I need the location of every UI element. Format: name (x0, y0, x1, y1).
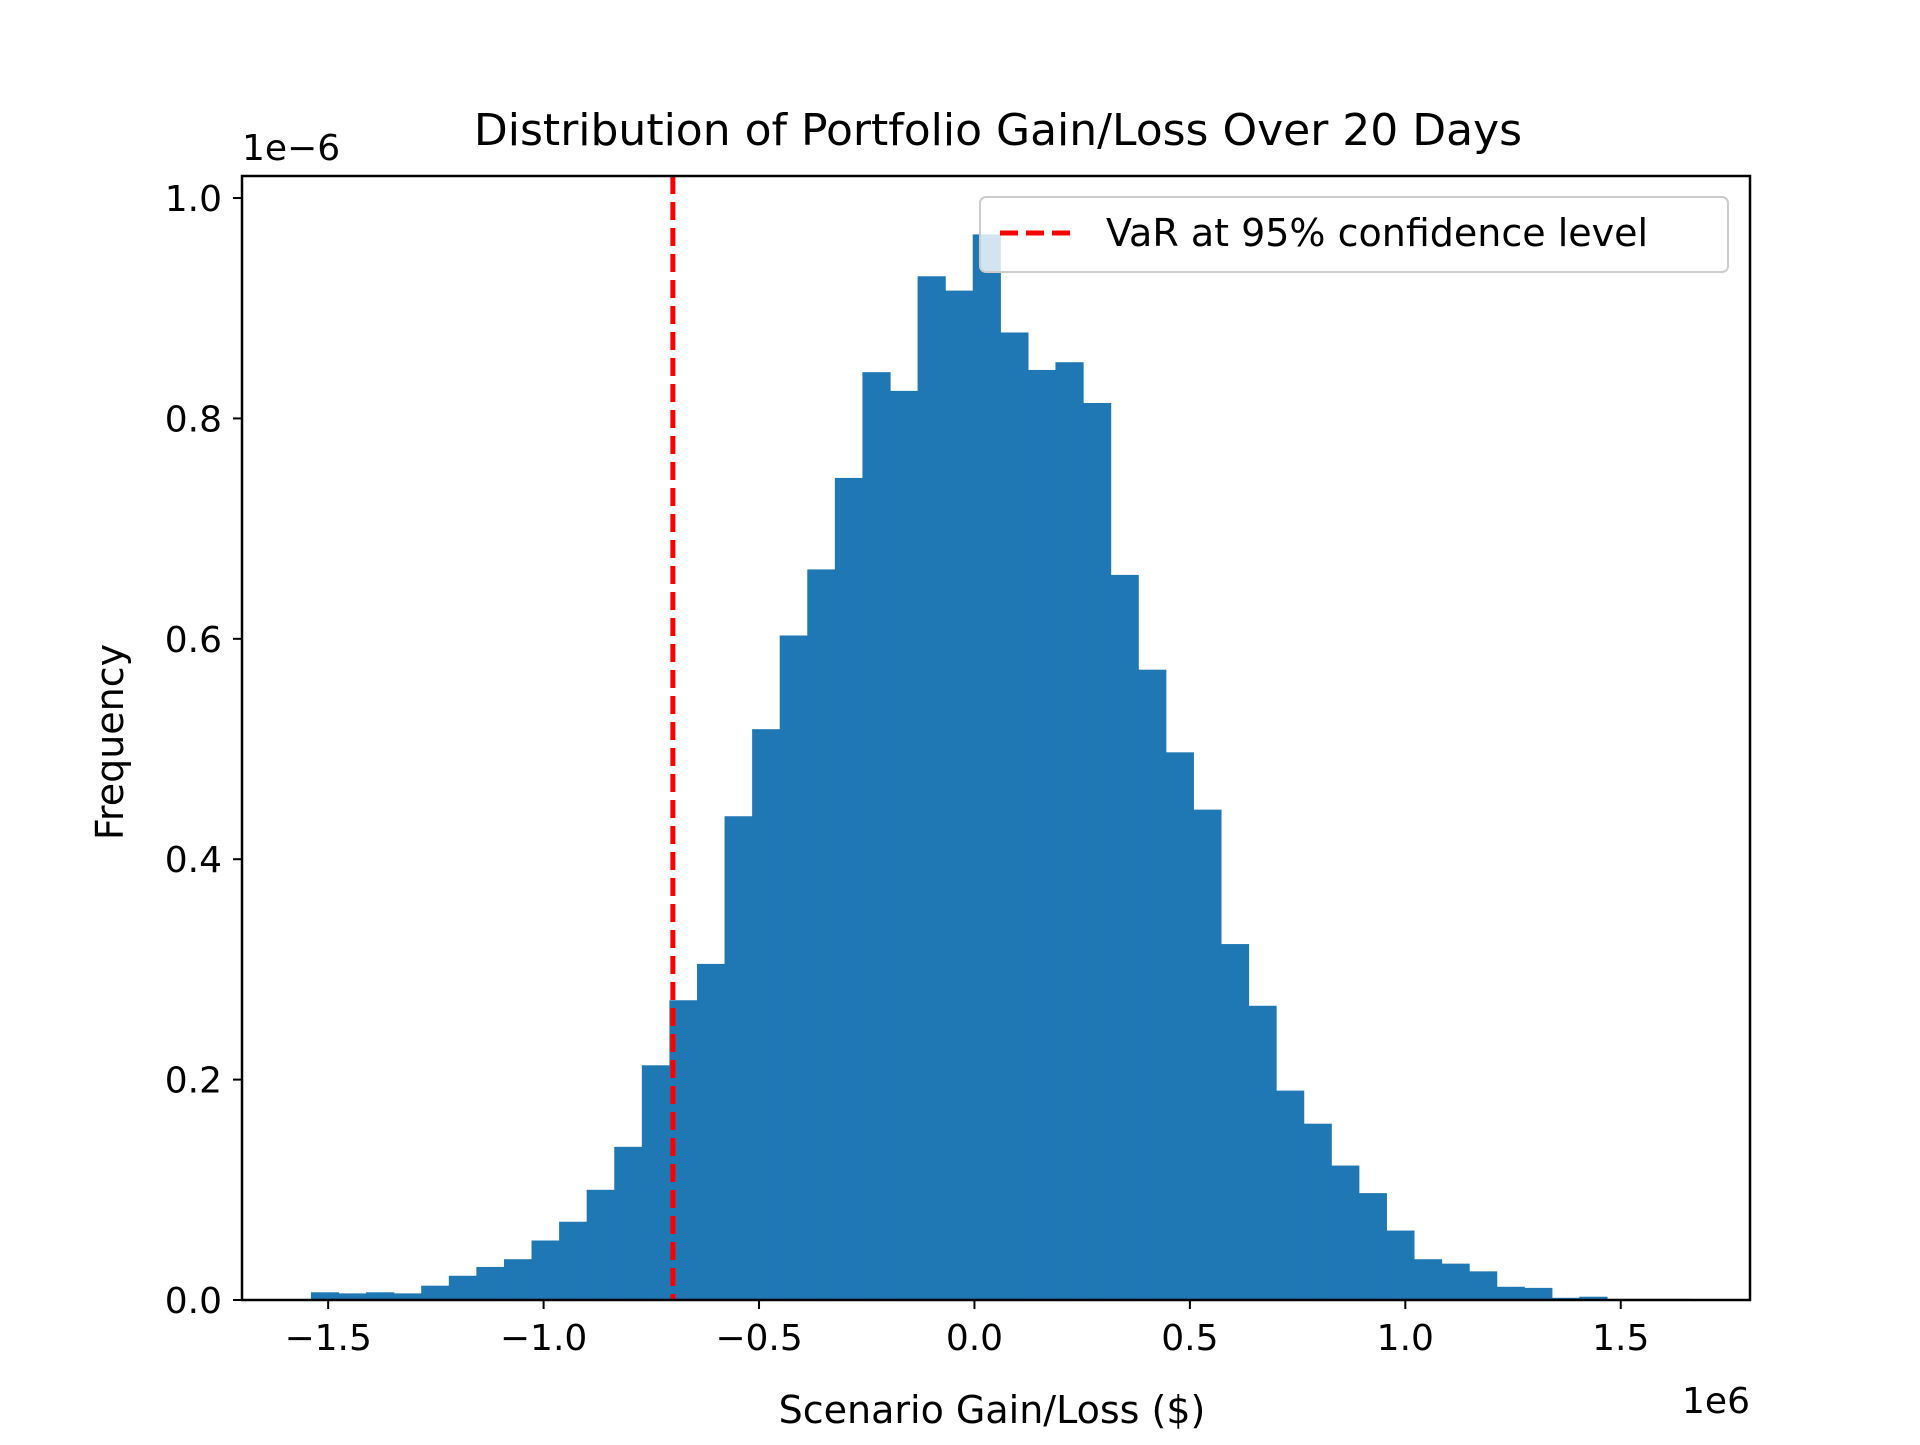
histogram-bar (1276, 1090, 1305, 1300)
y-tick-label: 0.4 (165, 840, 222, 881)
histogram-bar (1303, 1123, 1332, 1300)
histogram-bar (448, 1275, 477, 1300)
y-axis-offset-label: 1e−6 (242, 128, 340, 169)
histogram-bar (890, 390, 919, 1301)
histogram-bar (917, 276, 946, 1300)
legend-var-label: VaR at 95% confidence level (1106, 211, 1648, 255)
histogram-bar (1524, 1287, 1553, 1300)
histogram-bar (1358, 1193, 1387, 1300)
histogram-bar (393, 1293, 422, 1300)
y-tick-label: 1.0 (165, 179, 222, 220)
histogram-bar (752, 729, 781, 1300)
histogram-bar (503, 1259, 533, 1300)
histogram-bar (724, 816, 753, 1300)
histogram-bar (1413, 1259, 1443, 1300)
histogram-bar (972, 234, 1001, 1300)
y-tick-label: 0.8 (165, 399, 222, 440)
chart-title: Distribution of Portfolio Gain/Loss Over… (474, 105, 1522, 156)
y-tick-label: 0.2 (165, 1061, 222, 1102)
histogram-bar (531, 1240, 560, 1300)
histogram-bar (1496, 1286, 1525, 1300)
x-axis-ticks: −1.5 −1.0 −0.5 0.0 0.5 1.0 1.5 (284, 1300, 1649, 1359)
x-axis-offset-label: 1e6 (1682, 1381, 1750, 1422)
histogram-bar (1055, 362, 1084, 1300)
histogram-bar (779, 635, 808, 1300)
histogram-bar (696, 963, 726, 1300)
y-axis-ticks: 0.0 0.2 0.4 0.6 0.8 1.0 (165, 179, 242, 1322)
histogram-bar (1165, 752, 1194, 1300)
histogram-bar (641, 1065, 671, 1300)
x-axis-label: Scenario Gain/Loss ($) (779, 1388, 1206, 1432)
histogram-bar (614, 1146, 643, 1300)
y-tick-label: 0.6 (165, 620, 222, 661)
x-tick-label: −0.5 (715, 1318, 802, 1359)
histogram-bars (310, 234, 1691, 1301)
legend-box (979, 196, 1729, 273)
histogram-bar (1110, 574, 1139, 1300)
histogram-bar (1138, 669, 1167, 1300)
histogram-bar (1083, 403, 1112, 1300)
histogram-bar (338, 1293, 367, 1300)
histogram-bar (945, 290, 974, 1301)
histogram-bar (366, 1292, 395, 1300)
histogram-bar (834, 477, 864, 1300)
histogram-bar (807, 569, 836, 1300)
x-tick-label: 1.5 (1592, 1318, 1649, 1359)
histogram-bar (559, 1221, 588, 1300)
histogram-bar (1469, 1271, 1498, 1300)
histogram-bar (476, 1266, 505, 1300)
histogram-bar (1331, 1165, 1360, 1300)
histogram-bar (862, 372, 891, 1300)
y-axis-label: Frequency (88, 644, 132, 840)
histogram-bar (421, 1285, 450, 1300)
histogram-bar (1579, 1296, 1608, 1300)
x-tick-label: 1.0 (1377, 1318, 1434, 1359)
histogram-bar (1027, 369, 1057, 1301)
histogram-bar (586, 1189, 615, 1300)
y-tick-label: 0.0 (165, 1281, 222, 1322)
histogram-bar (1000, 332, 1029, 1301)
x-tick-label: −1.0 (500, 1318, 587, 1359)
histogram-bar (1220, 944, 1250, 1300)
histogram-bar (310, 1292, 340, 1300)
histogram-bar (1386, 1230, 1415, 1300)
histogram-bar (1193, 809, 1222, 1300)
plot-area-frame (240, 174, 1752, 1302)
histogram-bar (1248, 1005, 1277, 1300)
histogram-bar (1441, 1263, 1470, 1300)
x-tick-label: 0.0 (946, 1318, 1003, 1359)
x-tick-label: −1.5 (284, 1318, 371, 1359)
x-tick-label: 0.5 (1161, 1318, 1218, 1359)
legend: VaR at 95% confidence level (979, 196, 1729, 273)
